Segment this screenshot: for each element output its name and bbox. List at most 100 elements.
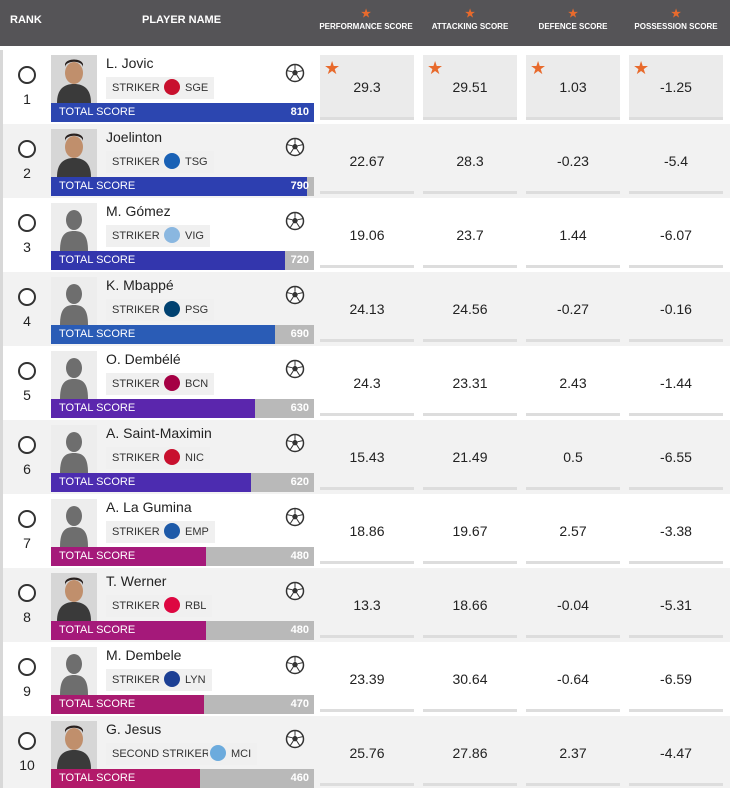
select-radio[interactable] xyxy=(18,658,36,676)
player-row[interactable]: 5 O. Dembélé STRIKER BCN TOTAL SCORE 630 24.3 2… xyxy=(0,346,730,420)
football-icon[interactable] xyxy=(285,581,305,601)
select-radio[interactable] xyxy=(18,584,36,602)
defence-score-cell: 2.57 xyxy=(526,499,620,563)
possession-score-value: -1.25 xyxy=(660,79,692,95)
row-accent xyxy=(0,50,3,124)
rank-number: 8 xyxy=(23,609,31,625)
club-logo-icon xyxy=(164,449,180,466)
defence-score-header[interactable]: ★ DEFENCE SCORE xyxy=(523,9,623,32)
player-row[interactable]: 1 L. Jovic STRIKER SGE TOTAL SCORE 810 ★ 29.3 ★ 2… xyxy=(0,50,730,124)
player-name[interactable]: M. Gómez xyxy=(106,203,171,219)
club-badge: TSG xyxy=(162,151,214,173)
defence-score-value: 1.44 xyxy=(559,227,587,243)
football-icon[interactable] xyxy=(285,507,305,527)
player-row[interactable]: 10 G. Jesus SECOND STRIKER MCI TOTAL SCORE 46… xyxy=(0,716,730,788)
football-icon[interactable] xyxy=(285,137,305,157)
stat-divider xyxy=(423,339,517,342)
player-name[interactable]: A. La Gumina xyxy=(106,499,192,515)
possession-score-value: -6.07 xyxy=(660,227,692,243)
performance-score-cell: 25.76 xyxy=(320,721,414,785)
attacking-score-header[interactable]: ★ ATTACKING SCORE xyxy=(420,9,520,32)
player-name[interactable]: O. Dembélé xyxy=(106,351,181,367)
rank-header[interactable]: RANK xyxy=(10,14,42,26)
stat-divider xyxy=(423,709,517,712)
select-radio[interactable] xyxy=(18,140,36,158)
football-icon[interactable] xyxy=(285,211,305,231)
possession-score-value: -5.4 xyxy=(663,153,689,169)
player-row[interactable]: 6 A. Saint-Maximin STRIKER NIC TOTAL SCORE 62… xyxy=(0,420,730,494)
row-accent xyxy=(0,642,3,716)
player-name[interactable]: Joelinton xyxy=(106,129,163,145)
select-radio[interactable] xyxy=(18,66,36,84)
club-badge: PSG xyxy=(162,299,215,321)
player-name-header[interactable]: PLAYER NAME xyxy=(142,14,222,26)
player-name[interactable]: A. Saint-Maximin xyxy=(106,425,212,441)
football-icon[interactable] xyxy=(285,433,305,453)
football-icon[interactable] xyxy=(285,63,305,83)
player-row[interactable]: 9 M. Dembele STRIKER LYN TOTAL SCORE 470 23.39… xyxy=(0,642,730,716)
player-row[interactable]: 7 A. La Gumina STRIKER EMP TOTAL SCORE 480 18.… xyxy=(0,494,730,568)
attacking-score-cell: 21.49 xyxy=(423,425,517,489)
attacking-score-value: 29.51 xyxy=(452,79,488,95)
player-avatar xyxy=(51,55,97,103)
possession-score-cell: -0.16 xyxy=(629,277,723,341)
stat-divider xyxy=(320,191,414,194)
player-avatar xyxy=(51,647,97,695)
player-name[interactable]: M. Dembele xyxy=(106,647,182,663)
player-name[interactable]: T. Werner xyxy=(106,573,167,589)
row-accent xyxy=(0,346,3,420)
player-row[interactable]: 2 Joelinton STRIKER TSG TOTAL SCORE 790 22.67 2… xyxy=(0,124,730,198)
total-score-label: TOTAL SCORE xyxy=(59,698,136,710)
player-row[interactable]: 3 M. Gómez STRIKER VIG TOTAL SCORE 720 19.06 23… xyxy=(0,198,730,272)
performance-score-header[interactable]: ★ PERFORMANCE SCORE xyxy=(316,9,416,32)
football-icon[interactable] xyxy=(285,285,305,305)
player-name[interactable]: G. Jesus xyxy=(106,721,162,737)
football-icon[interactable] xyxy=(285,729,305,749)
select-radio[interactable] xyxy=(18,214,36,232)
row-accent xyxy=(0,198,3,272)
stat-divider xyxy=(526,117,620,120)
club-code: TSG xyxy=(185,156,208,168)
total-score-value: 790 xyxy=(290,180,309,192)
total-score-label: TOTAL SCORE xyxy=(59,624,136,636)
club-logo-icon xyxy=(164,227,180,244)
defence-score-value: -0.04 xyxy=(557,597,589,613)
performance-score-value: 19.06 xyxy=(349,227,385,243)
performance-score-cell: 22.67 xyxy=(320,129,414,193)
total-score-bar: TOTAL SCORE 810 xyxy=(51,103,314,122)
select-radio[interactable] xyxy=(18,436,36,454)
possession-score-cell: -6.07 xyxy=(629,203,723,267)
rank-number: 5 xyxy=(23,387,31,403)
select-radio[interactable] xyxy=(18,288,36,306)
club-badge: SGE xyxy=(162,77,215,99)
football-icon[interactable] xyxy=(285,655,305,675)
stat-divider xyxy=(320,783,414,786)
club-logo-icon xyxy=(164,523,180,540)
possession-score-header[interactable]: ★ POSSESSION SCORE xyxy=(626,9,726,32)
attacking-score-value: 18.66 xyxy=(452,597,488,613)
position-badge: STRIKER xyxy=(106,77,166,99)
star-icon: ★ xyxy=(427,58,444,78)
football-icon[interactable] xyxy=(285,359,305,379)
player-name[interactable]: K. Mbappé xyxy=(106,277,174,293)
club-badge: LYN xyxy=(162,669,212,691)
select-radio[interactable] xyxy=(18,732,36,750)
attacking-score-value: 30.64 xyxy=(452,671,488,687)
club-badge: NIC xyxy=(162,447,210,469)
rank-number: 2 xyxy=(23,165,31,181)
player-name[interactable]: L. Jovic xyxy=(106,55,154,71)
attacking-score-cell: 24.56 xyxy=(423,277,517,341)
performance-score-value: 18.86 xyxy=(349,523,385,539)
player-row[interactable]: 4 K. Mbappé STRIKER PSG TOTAL SCORE 690 24.13 2… xyxy=(0,272,730,346)
select-radio[interactable] xyxy=(18,510,36,528)
rank-number: 7 xyxy=(23,535,31,551)
position-badge: STRIKER xyxy=(106,447,166,469)
star-icon: ★ xyxy=(361,8,371,20)
performance-score-header-label: PERFORMANCE SCORE xyxy=(319,22,413,31)
player-row[interactable]: 8 T. Werner STRIKER RBL TOTAL SCORE 480 13.3 18… xyxy=(0,568,730,642)
select-radio[interactable] xyxy=(18,362,36,380)
defence-score-value: 1.03 xyxy=(559,79,587,95)
total-score-label: TOTAL SCORE xyxy=(59,180,136,192)
total-score-value: 480 xyxy=(290,624,309,636)
total-score-bar: TOTAL SCORE 470 xyxy=(51,695,314,714)
